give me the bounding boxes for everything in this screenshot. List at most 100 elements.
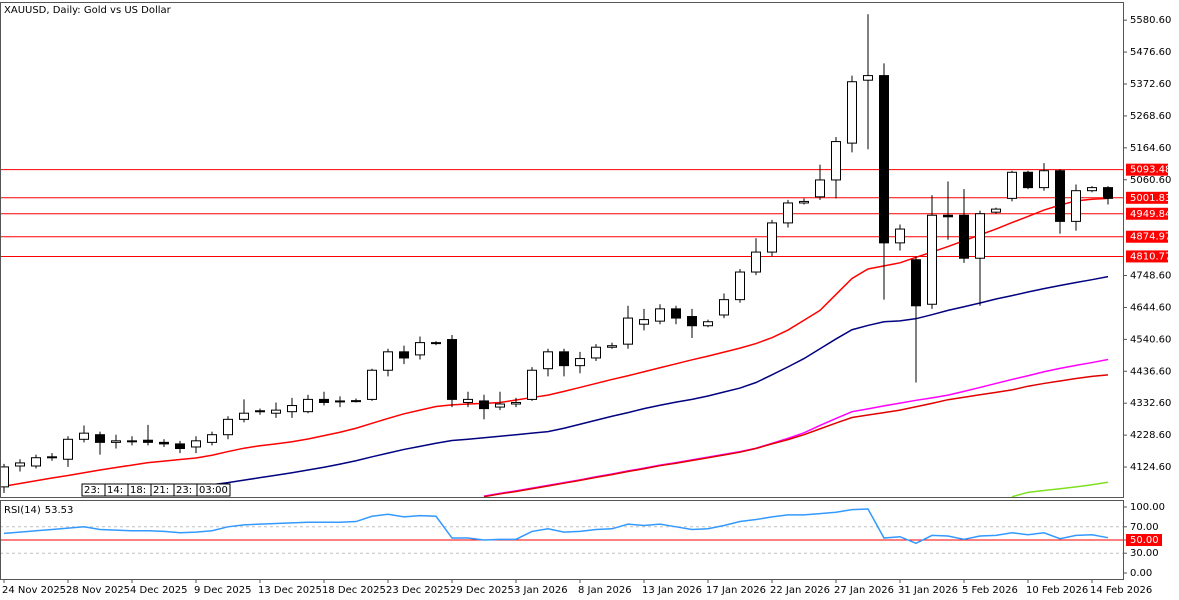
candle-body bbox=[863, 75, 873, 81]
candle-body bbox=[543, 351, 553, 370]
y-tick-label: 4644.60 bbox=[1130, 302, 1171, 313]
candle-body bbox=[1023, 171, 1033, 189]
candle-body bbox=[447, 339, 457, 400]
line-series bbox=[1011, 481, 1109, 497]
x-tick-label: 3 Jan 2026 bbox=[514, 585, 568, 596]
level-label: 4949.84 bbox=[1130, 209, 1171, 220]
candle-body bbox=[1039, 170, 1049, 189]
candle-body bbox=[271, 409, 281, 414]
candle-body bbox=[783, 202, 793, 224]
candle-body bbox=[1, 466, 9, 488]
x-tick-label: 4 Dec 2025 bbox=[130, 585, 188, 596]
candle-body bbox=[223, 418, 233, 436]
candle-body bbox=[1055, 170, 1065, 222]
x-tick-label: 24 Nov 2025 bbox=[2, 585, 66, 596]
rsi-y-tick-label: 50.00 bbox=[1130, 535, 1159, 546]
candle-body bbox=[735, 271, 745, 301]
x-tick-label: 27 Jan 2026 bbox=[834, 585, 894, 596]
candle-body bbox=[1071, 190, 1081, 222]
y-tick-label: 4436.60 bbox=[1130, 366, 1171, 377]
y-tick-label: 5268.60 bbox=[1130, 111, 1171, 122]
candle-body bbox=[879, 75, 889, 244]
rsi-current-value: 53.53 bbox=[45, 505, 74, 516]
candle-body bbox=[255, 410, 265, 413]
rsi-title: RSI(14) bbox=[4, 505, 41, 516]
candle-body bbox=[431, 342, 441, 345]
candle-body bbox=[1087, 187, 1097, 192]
candle-body bbox=[1103, 187, 1113, 199]
candle-body bbox=[751, 251, 761, 273]
y-tick-label: 4332.60 bbox=[1130, 398, 1171, 409]
annotation: 18: bbox=[130, 485, 146, 496]
candle-body bbox=[495, 403, 505, 408]
y-tick-label: 5580.60 bbox=[1130, 15, 1171, 26]
candle-body bbox=[191, 440, 201, 448]
line-series bbox=[3, 508, 1109, 545]
candle-body bbox=[687, 316, 697, 327]
candle-body bbox=[703, 321, 713, 327]
candle-body bbox=[607, 345, 617, 348]
x-tick-label: 10 Feb 2026 bbox=[1026, 585, 1088, 596]
candle-body bbox=[927, 214, 937, 305]
line-series bbox=[483, 358, 1109, 497]
candle-body bbox=[175, 443, 185, 450]
candle-body bbox=[591, 346, 601, 359]
candle-body bbox=[207, 434, 217, 443]
candle-body bbox=[671, 308, 681, 319]
x-tick-label: 29 Dec 2025 bbox=[450, 585, 514, 596]
candle-body bbox=[287, 405, 297, 413]
candle-body bbox=[79, 432, 89, 440]
candle-body bbox=[367, 369, 377, 400]
candle-body bbox=[639, 319, 649, 325]
y-tick-label: 5060.60 bbox=[1130, 175, 1171, 186]
x-tick-label: 13 Dec 2025 bbox=[258, 585, 322, 596]
candle-body bbox=[623, 317, 633, 345]
x-tick-label: 28 Nov 2025 bbox=[66, 585, 130, 596]
candle-body bbox=[975, 213, 985, 259]
candle-body bbox=[159, 441, 169, 445]
candle-body bbox=[511, 401, 521, 405]
level-label: 5001.83 bbox=[1130, 193, 1171, 204]
candle-body bbox=[527, 369, 537, 400]
level-label: 5093.48 bbox=[1130, 165, 1171, 176]
candle-body bbox=[719, 299, 729, 316]
level-label-box bbox=[1126, 250, 1168, 263]
candle-body bbox=[63, 438, 73, 460]
x-tick-label: 18 Dec 2025 bbox=[322, 585, 386, 596]
level-label-box bbox=[1126, 163, 1168, 176]
rsi-y-tick-label: 70.00 bbox=[1130, 522, 1159, 533]
candle-body bbox=[959, 214, 969, 259]
level-label-box bbox=[1126, 191, 1168, 204]
level-label-box bbox=[1126, 230, 1168, 243]
line-series bbox=[3, 197, 1109, 487]
candle-body bbox=[767, 222, 777, 253]
candle-body bbox=[383, 351, 393, 371]
x-tick-label: 9 Dec 2025 bbox=[194, 585, 252, 596]
rsi-y-tick-label: 30.00 bbox=[1130, 548, 1159, 559]
y-tick-label: 4124.60 bbox=[1130, 462, 1171, 473]
y-tick-label: 5164.60 bbox=[1130, 143, 1171, 154]
y-tick-label: 5476.60 bbox=[1130, 47, 1171, 58]
candle-body bbox=[943, 214, 953, 218]
line-series bbox=[483, 374, 1109, 497]
y-tick-label: 4748.60 bbox=[1130, 271, 1171, 282]
x-tick-label: 14 Feb 2026 bbox=[1090, 585, 1152, 596]
candle-body bbox=[335, 400, 345, 403]
y-tick-label: 5372.60 bbox=[1130, 79, 1171, 90]
candle-body bbox=[239, 412, 249, 420]
annotation-box bbox=[196, 483, 231, 497]
rsi-panel bbox=[0, 500, 1124, 580]
candle-body bbox=[47, 456, 57, 459]
rsi-y-tick-label: 0.00 bbox=[1130, 568, 1152, 579]
chart-title: XAUUSD, Daily: Gold vs US Dollar bbox=[4, 5, 172, 16]
annotation: 03:00 bbox=[199, 485, 228, 496]
labels: 5580.60 5476.60 5372.60 5268.60 5164.60 5060.… bbox=[2, 15, 1171, 596]
x-tick-label: 13 Jan 2026 bbox=[642, 585, 702, 596]
x-tick-label: 23 Dec 2025 bbox=[386, 585, 450, 596]
candle-body bbox=[815, 179, 825, 198]
candle-body bbox=[319, 398, 329, 403]
x-tick-label: 5 Feb 2026 bbox=[962, 585, 1018, 596]
rsi-y-tick-label: 100.00 bbox=[1130, 502, 1165, 513]
